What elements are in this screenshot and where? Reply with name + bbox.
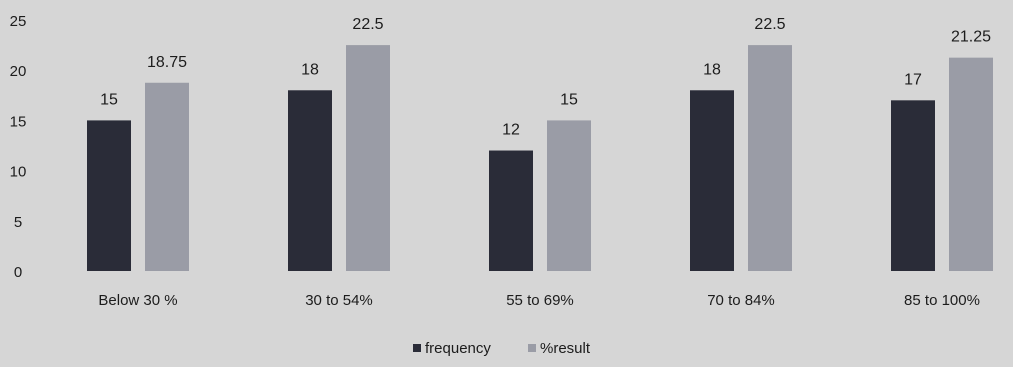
bar-pct-result xyxy=(145,82,189,271)
y-axis: 0 5 10 15 20 25 xyxy=(10,13,27,281)
legend: frequency %result xyxy=(413,340,591,357)
data-labels: 15 18.75 18 22.5 12 15 18 22.5 17 21.25 xyxy=(100,16,991,138)
data-label: 18.75 xyxy=(147,54,187,71)
bar-frequency xyxy=(288,90,332,271)
data-label: 15 xyxy=(100,91,118,108)
data-label: 21.25 xyxy=(951,29,991,46)
data-label: 12 xyxy=(502,122,520,139)
data-label: 18 xyxy=(703,61,721,78)
data-label: 17 xyxy=(904,71,922,88)
legend-swatch xyxy=(528,344,536,352)
x-tick-label: Below 30 % xyxy=(98,292,177,309)
y-tick-label: 10 xyxy=(10,164,27,181)
y-tick-label: 20 xyxy=(10,63,27,80)
bar-frequency xyxy=(489,150,533,271)
x-tick-label: 70 to 84% xyxy=(707,292,775,309)
y-tick-label: 25 xyxy=(10,13,27,30)
legend-label: frequency xyxy=(425,340,491,357)
x-tick-label: 85 to 100% xyxy=(904,292,980,309)
x-axis: Below 30 % 30 to 54% 55 to 69% 70 to 84% 85 … xyxy=(98,292,980,309)
legend-label: %result xyxy=(540,340,591,357)
data-label: 15 xyxy=(560,91,578,108)
bar-frequency xyxy=(891,100,935,271)
bar-pct-result xyxy=(748,45,792,271)
y-tick-label: 15 xyxy=(10,113,27,130)
x-tick-label: 55 to 69% xyxy=(506,292,574,309)
bars xyxy=(87,45,993,272)
x-tick-label: 30 to 54% xyxy=(305,292,373,309)
data-label: 22.5 xyxy=(352,16,383,33)
legend-swatch xyxy=(413,344,421,352)
bar-frequency xyxy=(690,90,734,271)
data-label: 18 xyxy=(301,61,319,78)
data-label: 22.5 xyxy=(754,16,785,33)
bar-frequency xyxy=(87,120,131,272)
y-tick-label: 5 xyxy=(14,214,22,231)
y-tick-label: 0 xyxy=(14,264,22,281)
bar-pct-result xyxy=(949,57,993,272)
bar-pct-result xyxy=(547,120,591,272)
bar-pct-result xyxy=(346,45,390,271)
